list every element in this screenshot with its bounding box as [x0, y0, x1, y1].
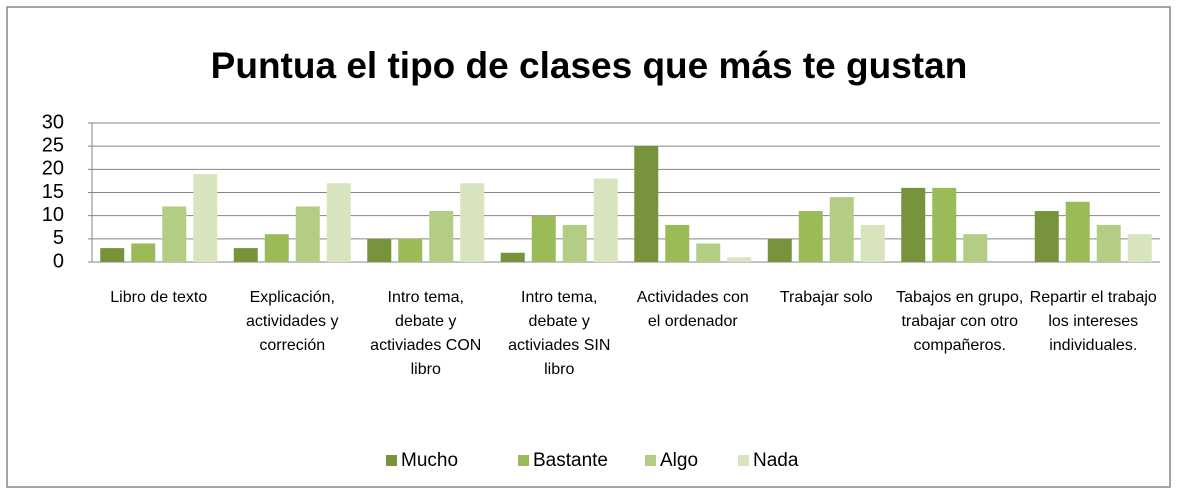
bar — [398, 238, 423, 262]
bar — [326, 183, 351, 262]
x-tick-label: Trabajar solo — [779, 289, 873, 306]
y-tick-label: 0 — [53, 250, 64, 272]
bar — [860, 224, 885, 262]
x-tick-label: Intro tema, debate y activiades CON libr… — [370, 289, 482, 378]
bar — [264, 234, 289, 262]
y-tick-label: 20 — [42, 158, 64, 180]
x-tick-label: Tabajos en grupo, trabajar con otro comp… — [896, 289, 1024, 354]
legend-swatch — [645, 455, 656, 466]
bar — [500, 252, 525, 262]
bar — [1096, 224, 1121, 262]
x-tick-label: Intro tema, debate y activiades SIN libr… — [508, 289, 611, 378]
bar — [798, 211, 823, 262]
chart-title: Puntua el tipo de clases que más te gust… — [211, 45, 968, 86]
bar — [767, 238, 792, 262]
bar — [1065, 201, 1090, 262]
bar — [1127, 234, 1152, 262]
y-tick-label: 25 — [42, 134, 64, 156]
y-tick-label: 5 — [53, 227, 64, 249]
bar — [593, 178, 618, 262]
bar — [963, 234, 988, 262]
bar — [193, 173, 218, 262]
bar — [295, 206, 320, 262]
bar — [131, 243, 156, 262]
bar — [100, 248, 125, 262]
legend-label: Algo — [660, 450, 698, 471]
bar — [665, 224, 690, 262]
y-tick-label: 30 — [42, 111, 64, 133]
bar — [829, 197, 854, 262]
bar — [531, 215, 556, 262]
bar — [727, 257, 752, 262]
x-tick-label: Actividades con el ordenador — [636, 289, 749, 330]
legend-label: Mucho — [401, 450, 458, 471]
bar — [1034, 211, 1059, 262]
legend-swatch — [518, 455, 529, 466]
bar — [634, 146, 659, 262]
x-tick-label: Repartir el trabajo los intereses indivi… — [1029, 289, 1157, 354]
legend-swatch — [738, 455, 749, 466]
y-tick-label: 15 — [42, 181, 64, 203]
bar — [429, 211, 454, 262]
bar — [562, 224, 587, 262]
bar — [901, 187, 926, 262]
bar — [367, 238, 392, 262]
legend-swatch — [386, 455, 397, 466]
legend-label: Nada — [753, 450, 799, 471]
x-tick-label: Explicación, actividades y correción — [246, 289, 339, 354]
bar — [162, 206, 187, 262]
legend-label: Bastante — [533, 450, 608, 471]
y-tick-label: 10 — [42, 204, 64, 226]
x-tick-label: Libro de texto — [110, 289, 208, 306]
bar — [233, 248, 258, 262]
bar — [932, 187, 957, 262]
bar — [696, 243, 721, 262]
bar — [460, 183, 485, 262]
